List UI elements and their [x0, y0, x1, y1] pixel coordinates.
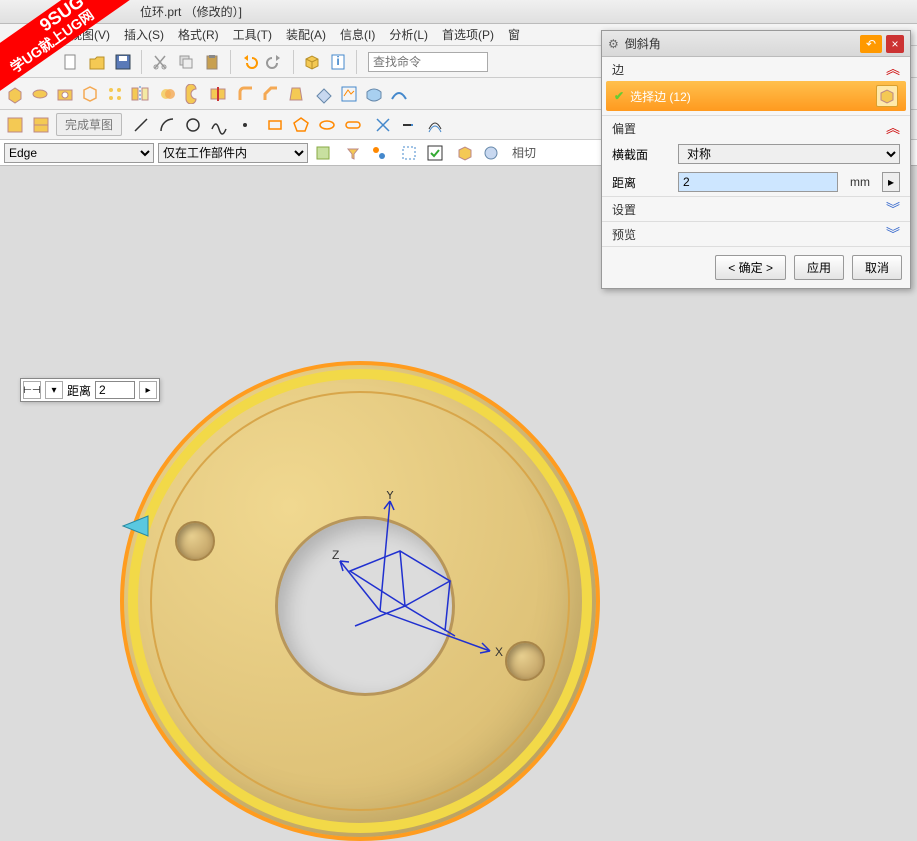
menu-pref[interactable]: 首选项(P) — [442, 26, 494, 43]
copy-icon[interactable] — [175, 51, 197, 73]
ok-button[interactable]: < 确定 > — [715, 255, 786, 280]
gear-icon: ⚙ — [608, 37, 619, 51]
dialog-titlebar[interactable]: ⚙ 倒斜角 ↶ × — [602, 31, 910, 57]
curve-icon[interactable] — [388, 83, 410, 105]
menu-info[interactable]: 信息(I) — [340, 26, 375, 43]
sphere-filter-icon[interactable] — [480, 142, 502, 164]
sketch2-icon[interactable] — [30, 114, 52, 136]
settings-section-header[interactable]: 设置 ︾ — [602, 197, 910, 221]
bolt-hole-1 — [175, 521, 215, 561]
csys-icon: X Y Z — [290, 491, 510, 711]
trim2-icon[interactable] — [372, 114, 394, 136]
undo-icon[interactable] — [238, 51, 260, 73]
distance-floating-input[interactable]: ⊢⊣ ▾ 距离 ▸ — [20, 378, 160, 402]
selbox-icon[interactable] — [398, 142, 420, 164]
svg-text:Z: Z — [332, 548, 339, 562]
selall-icon[interactable] — [424, 142, 446, 164]
datum-icon[interactable] — [313, 83, 335, 105]
arc-icon[interactable] — [156, 114, 178, 136]
menu-format[interactable]: 格式(R) — [178, 26, 219, 43]
edge-section-header[interactable]: 边 ︽ — [602, 57, 910, 81]
float-spin-icon[interactable]: ▸ — [139, 381, 157, 399]
sketch1-icon[interactable] — [4, 114, 26, 136]
box-icon[interactable] — [301, 51, 323, 73]
surface-icon[interactable] — [363, 83, 385, 105]
filter1-icon[interactable] — [312, 142, 334, 164]
offset-section-header[interactable]: 偏置 ︽ — [602, 116, 910, 140]
type-filter-select[interactable]: Edge — [4, 143, 154, 163]
line-icon[interactable] — [130, 114, 152, 136]
finish-sketch-button[interactable]: 完成草图 — [56, 113, 122, 136]
dialog-reset-icon[interactable]: ↶ — [860, 35, 882, 53]
chamfer-icon[interactable] — [260, 83, 282, 105]
filter2-icon[interactable] — [342, 142, 364, 164]
rect-icon[interactable] — [264, 114, 286, 136]
bolt-hole-2 — [505, 641, 545, 681]
collapse-icon: ︽ — [886, 59, 900, 79]
clip-label: 相切 — [512, 144, 536, 161]
cancel-button[interactable]: 取消 — [852, 255, 902, 280]
extend-icon[interactable] — [398, 114, 420, 136]
filter3-icon[interactable] — [368, 142, 390, 164]
draft-icon[interactable] — [285, 83, 307, 105]
select-edge-label: 选择边 (12) — [630, 88, 691, 105]
dialog-title: 倒斜角 — [625, 35, 860, 52]
cross-section-label: 横截面 — [612, 146, 672, 163]
float-label: 距离 — [67, 382, 91, 399]
cube-filter-icon[interactable] — [454, 142, 476, 164]
redo-icon[interactable] — [264, 51, 286, 73]
expand-icon: ︾ — [886, 224, 900, 244]
paste-icon[interactable] — [201, 51, 223, 73]
subtract-icon[interactable] — [182, 83, 204, 105]
menu-window[interactable]: 窗 — [508, 26, 520, 43]
offset-icon[interactable] — [424, 114, 446, 136]
watermark-banner: 9SUG 学UG就上UG网 — [0, 0, 152, 112]
unite-icon[interactable] — [157, 83, 179, 105]
menu-analyze[interactable]: 分析(L) — [389, 26, 428, 43]
polygon-icon[interactable] — [290, 114, 312, 136]
distance-spin-icon[interactable]: ▸ — [882, 172, 900, 192]
ellipse-icon[interactable] — [316, 114, 338, 136]
check-icon: ✔ — [614, 89, 624, 103]
scope-filter-select[interactable]: 仅在工作部件内 — [158, 143, 308, 163]
expand-icon: ︾ — [886, 199, 900, 219]
preview-section-header[interactable]: 预览 ︾ — [602, 222, 910, 246]
point-icon[interactable] — [234, 114, 256, 136]
select-edge-row[interactable]: ✔ 选择边 (12) — [606, 81, 906, 111]
fillet-icon[interactable] — [235, 83, 257, 105]
info-icon[interactable]: i — [327, 51, 349, 73]
part-model: X Y Z — [120, 361, 600, 841]
direction-arrow-icon — [118, 511, 158, 541]
slot-icon[interactable] — [342, 114, 364, 136]
sketch-icon[interactable] — [338, 83, 360, 105]
cut-icon[interactable] — [149, 51, 171, 73]
apply-button[interactable]: 应用 — [794, 255, 844, 280]
svg-text:Y: Y — [386, 491, 394, 502]
menu-assembly[interactable]: 装配(A) — [286, 26, 326, 43]
dialog-close-icon[interactable]: × — [886, 35, 904, 53]
float-value-input[interactable] — [95, 381, 135, 399]
svg-text:X: X — [495, 645, 503, 659]
svg-text:i: i — [336, 54, 339, 68]
distance-label: 距离 — [612, 174, 672, 191]
banner-line2: 学UG就上UG网 — [0, 0, 148, 112]
document-title: 位环.prt （修改的）] — [140, 5, 242, 19]
collapse-icon: ︽ — [886, 118, 900, 138]
cross-section-select[interactable]: 对称 — [678, 144, 900, 164]
dim-icon: ⊢⊣ — [23, 381, 41, 399]
chamfer-dialog: ⚙ 倒斜角 ↶ × 边 ︽ ✔ 选择边 (12) 偏置 ︽ 横截面 对称 距离 … — [601, 30, 911, 289]
circle-icon[interactable] — [182, 114, 204, 136]
trim-icon[interactable] — [207, 83, 229, 105]
spline-icon[interactable] — [208, 114, 230, 136]
unit-label: mm — [844, 175, 876, 189]
distance-input[interactable] — [678, 172, 838, 192]
command-search-input[interactable] — [368, 52, 488, 72]
dropdown-icon[interactable]: ▾ — [45, 381, 63, 399]
menu-tools[interactable]: 工具(T) — [233, 26, 272, 43]
selection-scope-icon[interactable] — [876, 85, 898, 107]
